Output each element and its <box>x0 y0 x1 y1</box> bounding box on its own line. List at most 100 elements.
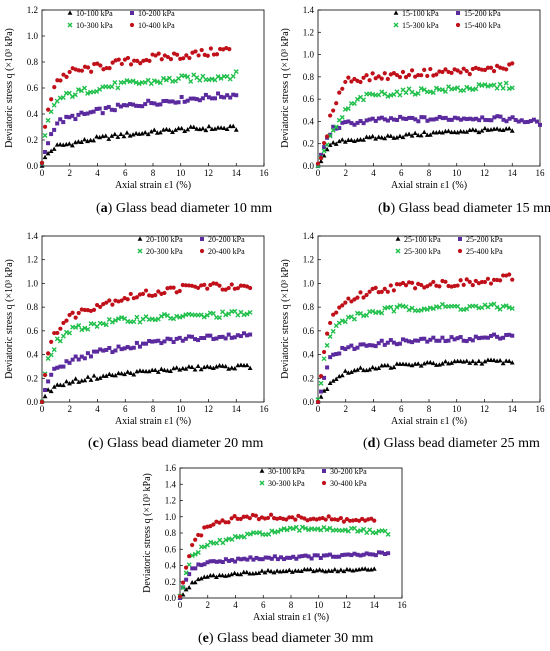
data-point <box>45 150 51 156</box>
data-point <box>406 72 412 78</box>
series-400-kpa <box>177 512 377 599</box>
data-point <box>76 68 81 73</box>
data-point <box>470 127 476 132</box>
data-point <box>362 566 368 571</box>
data-point <box>42 154 48 160</box>
caption-paren-open: ( <box>363 436 368 451</box>
data-point <box>422 115 427 120</box>
data-point <box>231 92 236 97</box>
data-point <box>287 515 292 520</box>
caption-paren-open: ( <box>88 436 93 451</box>
data-point <box>197 98 202 103</box>
legend-marker <box>199 248 205 254</box>
data-point <box>106 136 112 141</box>
data-point <box>446 128 451 133</box>
data-point <box>340 120 345 125</box>
data-point <box>94 106 99 111</box>
data-point <box>182 128 188 134</box>
y-tick-label: 0.8 <box>303 302 315 312</box>
data-point <box>228 95 233 100</box>
data-point <box>52 127 57 132</box>
data-point <box>138 61 143 66</box>
y-axis-label: Deviatoric stress q (×10³ kPa) <box>280 259 291 379</box>
data-point <box>85 326 91 332</box>
data-point <box>137 368 143 373</box>
data-point <box>385 133 391 138</box>
data-point <box>52 330 57 336</box>
data-point <box>113 348 118 353</box>
data-point <box>278 527 284 533</box>
data-point <box>476 129 482 135</box>
data-point <box>124 78 130 84</box>
data-point <box>225 93 230 98</box>
data-point <box>91 137 96 143</box>
y-tick-label: 0.0 <box>165 593 177 603</box>
data-point <box>327 380 333 386</box>
data-point <box>400 337 405 342</box>
data-point <box>64 359 69 364</box>
data-point <box>142 130 148 135</box>
caption-e: (e) Glass bead diameter 30 mm <box>198 631 373 646</box>
legend-marker <box>393 10 399 15</box>
data-point <box>458 117 463 122</box>
x-tick-label: 0 <box>316 168 321 178</box>
data-point <box>67 330 73 336</box>
data-point <box>407 115 412 120</box>
data-point <box>248 332 253 337</box>
legend-label: 15-200 kPa <box>464 9 501 18</box>
data-point <box>348 369 354 375</box>
data-point <box>217 363 222 368</box>
data-point <box>230 558 235 563</box>
y-tick-label: 0.8 <box>303 72 315 82</box>
data-point <box>385 362 391 368</box>
data-point <box>382 117 387 122</box>
data-point <box>55 365 60 370</box>
data-point <box>257 557 262 562</box>
y-tick-label: 0.2 <box>303 373 314 383</box>
data-point <box>419 115 424 120</box>
caption-text: Glass bead diameter 10 mm <box>116 201 272 216</box>
data-point <box>236 556 241 561</box>
data-point <box>159 341 164 346</box>
data-point <box>208 46 213 51</box>
data-point <box>125 369 131 374</box>
y-tick-label: 0.6 <box>27 83 39 93</box>
data-point <box>98 304 103 310</box>
data-point <box>333 124 339 130</box>
data-point <box>247 571 253 576</box>
x-tick-label: 6 <box>399 404 404 414</box>
plot-frame <box>317 235 541 403</box>
legend-marker <box>137 248 143 254</box>
caption-letter: c <box>93 436 99 451</box>
legend-label: 30-400 kPa <box>330 479 367 488</box>
data-point <box>351 101 357 107</box>
data-point <box>158 313 164 319</box>
data-point <box>52 85 57 90</box>
data-point <box>46 141 51 146</box>
data-point <box>223 537 229 543</box>
data-point <box>280 568 286 574</box>
data-point <box>341 519 346 524</box>
data-point <box>203 92 208 97</box>
x-tick-label: 0 <box>316 404 321 414</box>
data-point <box>358 553 363 558</box>
data-point <box>116 316 122 322</box>
caption-text: Glass bead diameter 25 mm <box>384 436 540 451</box>
series-300-kpa <box>315 301 515 403</box>
data-point <box>110 60 115 65</box>
data-point <box>379 89 385 95</box>
data-point <box>335 517 340 522</box>
data-point <box>507 272 512 277</box>
data-point <box>49 339 54 344</box>
data-point <box>43 150 48 155</box>
data-point <box>220 559 225 564</box>
data-point <box>418 132 424 138</box>
data-point <box>168 285 173 290</box>
data-point <box>361 97 367 103</box>
x-tick-label: 10 <box>176 404 186 414</box>
data-point <box>395 117 400 122</box>
data-point <box>82 307 87 313</box>
legend-marker <box>322 469 326 473</box>
data-point <box>94 302 100 308</box>
data-point <box>239 557 244 562</box>
